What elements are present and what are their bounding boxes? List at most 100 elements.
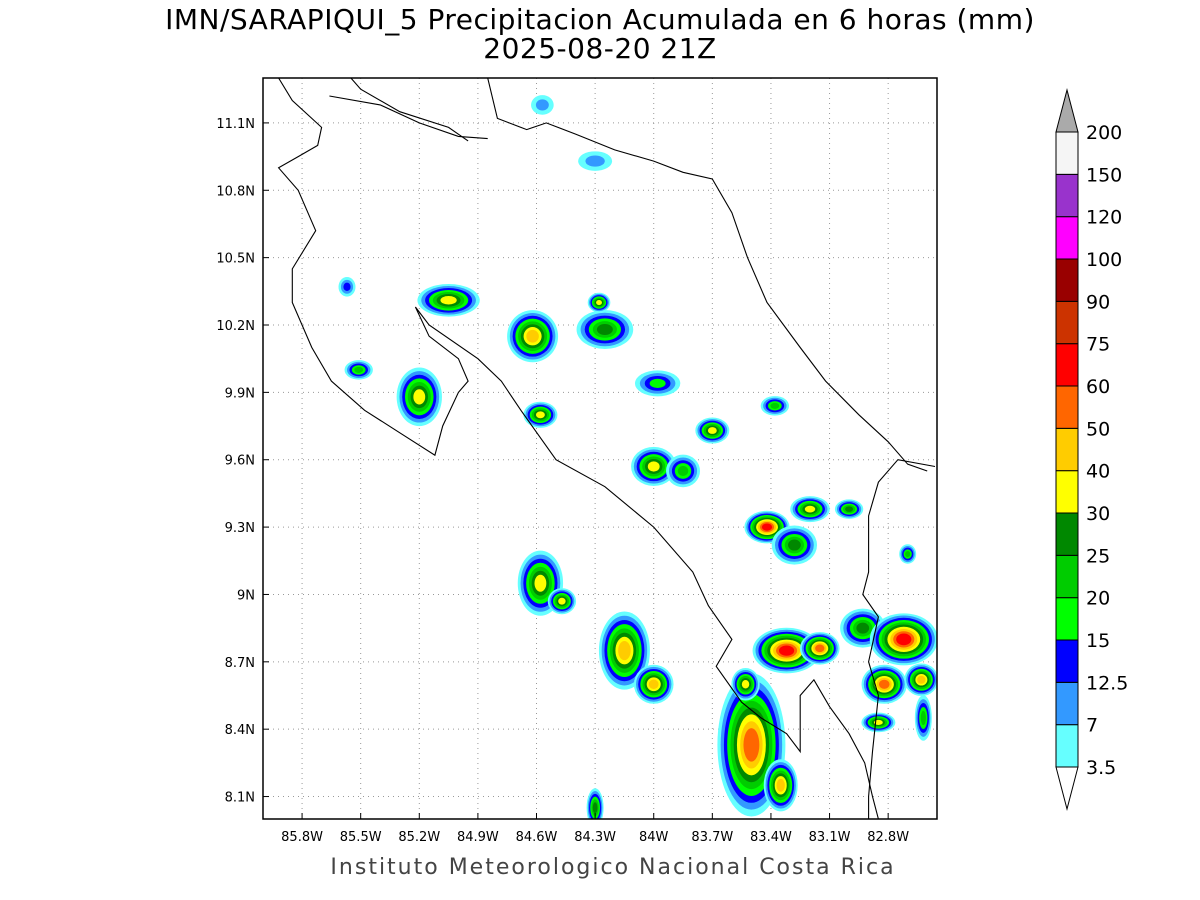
colorbar-label: 7 xyxy=(1086,715,1098,737)
precip-contour xyxy=(558,597,566,605)
colorbar-lower-triangle xyxy=(1055,766,1079,811)
precip-contour xyxy=(592,802,598,814)
y-tick-label: 10.8N xyxy=(216,184,255,199)
colorbar-swatch xyxy=(1055,554,1079,599)
precip-cell xyxy=(338,277,356,297)
precip-contour xyxy=(647,461,660,472)
precip-cell xyxy=(695,417,730,444)
precip-contour xyxy=(778,645,795,656)
colorbar-label: 30 xyxy=(1086,503,1110,525)
colorbar-swatch xyxy=(1055,470,1079,514)
y-tick-label: 9.6N xyxy=(225,454,255,469)
precip-cell xyxy=(578,151,613,171)
y-tick-label: 8.4N xyxy=(225,723,255,738)
colorbar-label: 50 xyxy=(1086,418,1110,440)
colorbar-label: 12.5 xyxy=(1086,672,1128,694)
precip-cell xyxy=(547,588,577,615)
colorbar-swatch xyxy=(1055,258,1079,302)
precip-cell xyxy=(396,367,442,427)
y-tick-label: 10.5N xyxy=(216,252,255,267)
precipitation-field xyxy=(338,95,937,819)
footer-credit: Instituto Meteorologico Nacional Costa R… xyxy=(330,855,896,880)
x-tick-label: 82.8W xyxy=(867,830,909,845)
precip-contour xyxy=(804,505,816,513)
precip-cell xyxy=(861,712,896,733)
y-tick-label: 9.3N xyxy=(225,521,255,536)
precip-contour xyxy=(776,778,785,792)
x-axis-ticks: 85.8W 85.5W 85.2W 84.9W 84.6W 84.3W 84W 83.7W 83… xyxy=(281,813,909,845)
x-tick-label: 84.6W xyxy=(516,830,558,845)
precip-contour xyxy=(535,99,549,111)
x-tick-label: 83.4W xyxy=(750,830,792,845)
precip-contour xyxy=(440,296,457,305)
precip-contour xyxy=(761,523,773,531)
map-background xyxy=(263,78,937,819)
colorbar-label: 20 xyxy=(1086,588,1110,610)
precip-contour xyxy=(856,622,870,634)
colorbar-label: 15 xyxy=(1086,630,1110,652)
title-line-2: 2025-08-20 21Z xyxy=(483,32,717,65)
colorbar-swatch xyxy=(1055,724,1079,768)
precip-cell xyxy=(834,499,864,519)
y-tick-label: 8.1N xyxy=(225,791,255,806)
colorbar-swatch xyxy=(1055,681,1079,726)
colorbar-swatch xyxy=(1055,173,1079,218)
x-tick-label: 84W xyxy=(639,830,669,845)
y-tick-label: 11.1N xyxy=(216,117,255,132)
title-line-1: IMN/SARAPIQUI_5 Precipitacion Acumulada … xyxy=(165,3,1035,36)
precip-contour xyxy=(535,411,545,419)
coastline xyxy=(487,78,928,472)
precip-cell xyxy=(666,454,701,488)
precip-cell xyxy=(869,613,937,666)
precip-contour xyxy=(649,378,666,388)
precip-cell xyxy=(631,446,677,486)
precip-contour xyxy=(917,675,926,684)
precip-contour xyxy=(677,465,689,477)
precip-contour xyxy=(743,728,760,762)
precip-cell xyxy=(417,284,480,317)
x-tick-label: 84.3W xyxy=(574,830,616,845)
country-border xyxy=(862,459,936,819)
precip-cell xyxy=(576,309,634,350)
precip-cell xyxy=(507,310,559,363)
precip-contour xyxy=(905,551,911,558)
colorbar-swatch xyxy=(1055,427,1079,472)
precip-cell xyxy=(914,695,932,741)
colorbar-swatch xyxy=(1055,216,1079,260)
colorbar-swatch xyxy=(1055,597,1079,641)
precip-cell xyxy=(899,544,917,564)
precip-cell xyxy=(763,759,798,812)
y-axis-ticks: 11.1N 10.8N 10.5N 10.2N 9.9N 9.6N 9.3N 9N 8.7N 8.… xyxy=(216,117,269,806)
precip-cell xyxy=(861,664,907,704)
precip-cell xyxy=(760,396,790,416)
colorbar-label: 3.5 xyxy=(1086,757,1116,779)
precip-cell xyxy=(904,663,937,697)
precip-contour xyxy=(354,366,364,373)
x-tick-label: 85.2W xyxy=(398,830,440,845)
x-tick-label: 83.7W xyxy=(691,830,733,845)
colorbar-swatch xyxy=(1055,300,1079,345)
precip-contour xyxy=(343,282,351,291)
precip-cell xyxy=(771,525,818,565)
precip-contour xyxy=(741,680,750,689)
colorbar-swatch xyxy=(1055,131,1079,175)
precip-cell xyxy=(752,627,821,674)
precip-cell xyxy=(731,667,760,701)
coastlines xyxy=(277,78,936,819)
precip-contour xyxy=(896,633,912,646)
x-tick-label: 85.5W xyxy=(340,830,382,845)
precip-contour xyxy=(596,299,602,306)
precip-cell xyxy=(531,95,554,115)
colorbar-swatch xyxy=(1055,385,1079,429)
y-tick-label: 9N xyxy=(237,588,255,603)
precip-contour xyxy=(788,539,801,551)
colorbar-label: 40 xyxy=(1086,461,1110,483)
colorbar-swatch xyxy=(1055,343,1079,387)
colorbar-swatch xyxy=(1055,639,1079,683)
precip-contour xyxy=(585,155,605,167)
precip-contour xyxy=(815,644,825,653)
precip-cell xyxy=(790,496,830,523)
precip-cell xyxy=(598,611,650,690)
precip-contour xyxy=(648,679,659,690)
